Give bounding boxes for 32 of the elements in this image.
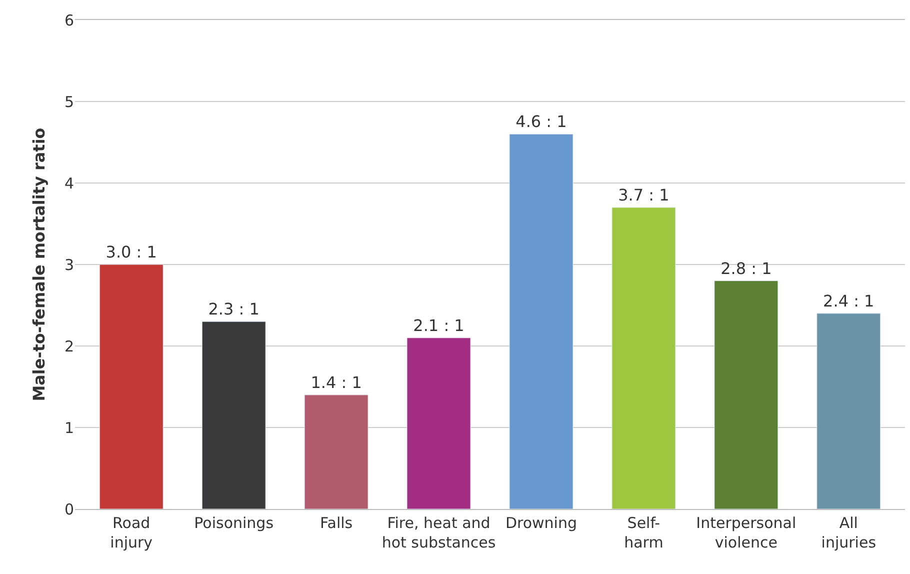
- x-tick-label: Fire, heat and hot substances: [382, 514, 496, 552]
- data-label: 2.8 : 1: [720, 258, 772, 278]
- bar: [612, 207, 676, 509]
- y-axis-title: Male-to-female mortality ratio: [29, 128, 48, 402]
- bar: [509, 134, 574, 509]
- x-tick-label: All injuries: [821, 514, 876, 552]
- data-label: 3.7 : 1: [618, 185, 670, 204]
- y-tick-label: 0: [64, 500, 74, 518]
- y-tick-label: 6: [64, 11, 74, 30]
- y-tick-label: 1: [64, 418, 74, 437]
- y-tick-label: 5: [64, 92, 74, 111]
- data-label: 2.1 : 1: [413, 316, 464, 335]
- data-label: 4.6 : 1: [516, 112, 567, 132]
- x-tick-label: Self- harm: [624, 514, 664, 552]
- bar: [816, 313, 881, 509]
- y-tick-label: 4: [64, 174, 74, 192]
- x-tick-label: Road injury: [110, 514, 153, 552]
- data-label: 1.4 : 1: [310, 372, 362, 392]
- y-tick-label: 3: [64, 256, 74, 274]
- data-label: 3.0 : 1: [106, 242, 157, 262]
- bar: [406, 338, 471, 509]
- data-label: 2.4 : 1: [823, 291, 874, 310]
- bar: [202, 321, 266, 509]
- x-tick-label: Falls: [320, 514, 353, 532]
- x-tick-label: Drowning: [505, 514, 578, 532]
- x-tick-label: Poisonings: [194, 514, 274, 532]
- y-tick-label: 2: [64, 337, 74, 356]
- bar: [304, 394, 368, 509]
- bar: [99, 264, 164, 509]
- x-tick-label: Interpersonal violence: [696, 514, 796, 552]
- bar: [714, 280, 778, 509]
- data-label: 2.3 : 1: [208, 300, 260, 319]
